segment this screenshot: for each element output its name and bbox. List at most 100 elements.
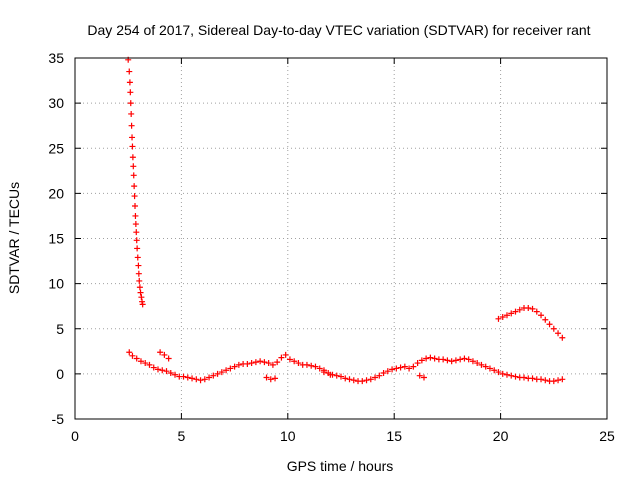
data-point — [128, 122, 135, 129]
data-point — [180, 373, 187, 380]
data-series — [157, 349, 427, 383]
data-point — [172, 371, 179, 378]
data-point — [461, 355, 468, 362]
data-point — [128, 110, 135, 117]
x-axis-label: GPS time / hours — [287, 458, 394, 474]
data-point — [431, 355, 438, 362]
data-point — [127, 100, 134, 107]
data-point — [278, 354, 285, 361]
data-point — [406, 365, 413, 372]
data-point — [512, 308, 519, 315]
data-series — [495, 304, 566, 341]
data-point — [134, 245, 141, 252]
x-tick-label: 0 — [71, 428, 79, 444]
data-point — [133, 355, 140, 362]
data-point — [130, 172, 137, 179]
data-point — [136, 284, 143, 291]
data-point — [384, 368, 391, 375]
data-point — [126, 68, 133, 75]
data-point — [130, 163, 137, 170]
data-point — [427, 354, 434, 361]
data-point — [132, 212, 139, 219]
data-point — [316, 365, 323, 372]
data-point — [265, 360, 272, 367]
data-point — [261, 359, 268, 366]
data-point — [486, 365, 493, 372]
data-point — [469, 358, 476, 365]
data-point — [129, 134, 136, 141]
data-point — [129, 143, 136, 150]
data-point — [420, 374, 427, 381]
data-point — [448, 358, 455, 365]
data-point — [201, 376, 208, 383]
data-point — [142, 360, 149, 367]
data-point — [418, 357, 425, 364]
x-tick-label: 25 — [599, 428, 615, 444]
data-point — [550, 378, 557, 385]
data-point — [133, 237, 140, 244]
data-point — [193, 376, 200, 383]
data-point — [410, 363, 417, 370]
data-point — [139, 298, 146, 305]
x-tick-label: 20 — [493, 428, 509, 444]
data-point — [320, 369, 327, 376]
data-point — [508, 310, 515, 317]
data-point — [165, 355, 172, 362]
data-point — [257, 358, 264, 365]
data-point — [223, 367, 230, 374]
data-point — [269, 361, 276, 368]
x-tick-label: 15 — [386, 428, 402, 444]
gridlines — [75, 58, 607, 419]
y-tick-label: 20 — [48, 185, 64, 201]
data-point — [559, 334, 566, 341]
data-point — [137, 289, 144, 296]
data-point — [414, 360, 421, 367]
data-point — [499, 314, 506, 321]
data-point — [529, 375, 536, 382]
data-point — [482, 363, 489, 370]
y-tick-label: 35 — [48, 50, 64, 66]
data-point — [393, 365, 400, 372]
data-point — [210, 372, 217, 379]
data-point — [465, 356, 472, 363]
data-point — [401, 363, 408, 370]
data-point — [218, 369, 225, 376]
data-point — [342, 375, 349, 382]
data-series — [125, 56, 146, 308]
data-point — [197, 377, 204, 384]
data-point — [134, 254, 141, 261]
data-point — [495, 315, 502, 322]
data-point — [263, 374, 270, 381]
data-point — [159, 367, 166, 374]
data-point — [376, 372, 383, 379]
data-point — [137, 358, 144, 365]
data-point — [126, 349, 133, 356]
data-point — [146, 361, 153, 368]
data-point — [167, 369, 174, 376]
y-axis-label: SDTVAR / TECUs — [6, 182, 22, 294]
data-point — [252, 359, 259, 366]
data-point — [214, 370, 221, 377]
data-point — [423, 355, 430, 362]
data-point — [338, 373, 344, 380]
data-point — [235, 361, 242, 368]
y-tick-label: 5 — [56, 321, 64, 337]
data-series — [126, 349, 566, 385]
data-point — [312, 363, 319, 370]
data-point — [231, 363, 238, 370]
data-point — [525, 304, 532, 311]
data-point — [136, 277, 143, 284]
data-point — [363, 377, 370, 384]
data-point — [508, 372, 515, 379]
data-point — [132, 203, 139, 210]
data-markers — [125, 56, 566, 385]
data-point — [135, 262, 142, 269]
data-point — [303, 361, 310, 368]
data-point — [542, 377, 549, 384]
data-point — [286, 356, 293, 363]
data-point — [389, 366, 396, 373]
data-point — [138, 294, 145, 301]
data-point — [206, 374, 213, 381]
data-point — [521, 374, 528, 381]
